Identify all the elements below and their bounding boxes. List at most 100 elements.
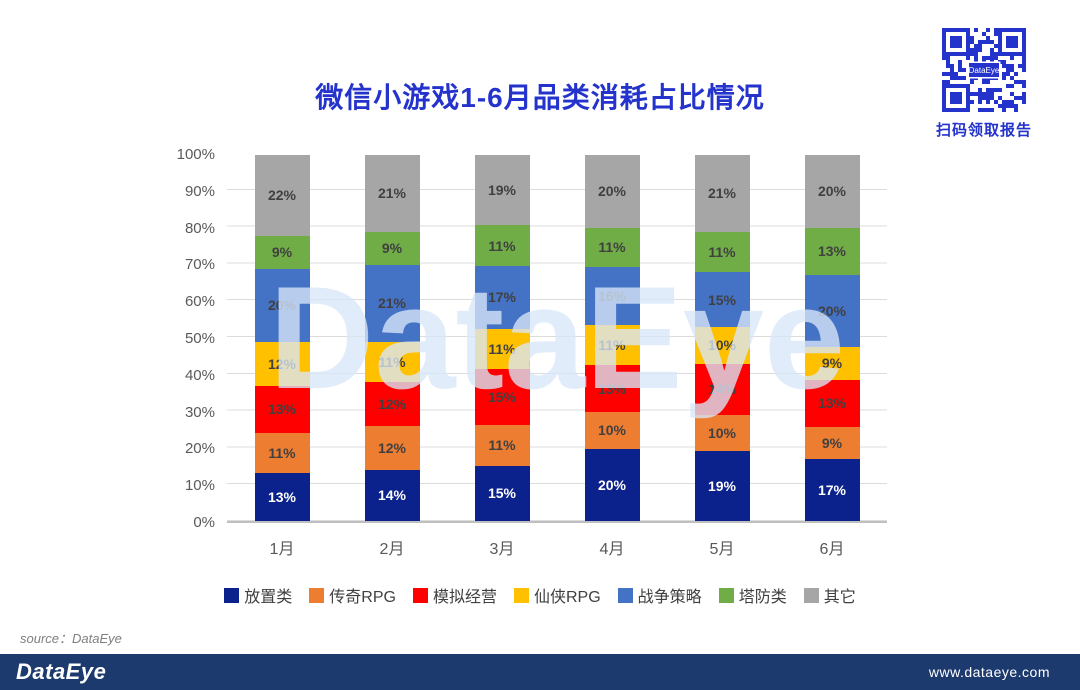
bar-segment: 16% [584, 267, 640, 326]
bar-segment: 13% [804, 379, 860, 427]
bar-segment-label: 20% [597, 476, 627, 493]
bar-segment-label: 20% [597, 183, 627, 200]
bar-segment-label: 17% [817, 482, 847, 499]
bar-segment-label: 16% [597, 288, 627, 305]
bar-segment-label: 15% [487, 485, 517, 502]
bar-segment-label: 12% [267, 355, 297, 372]
stacked-bar: 20% 10% 13% 11% 16% 11% 20% [584, 155, 640, 521]
bar-segment-label: 10% [707, 337, 737, 354]
bar-segment-label: 9% [271, 244, 293, 261]
bar-segment-label: 10% [707, 425, 737, 442]
x-axis-label: 6月 [819, 541, 845, 558]
legend-label: 传奇RPG [329, 589, 396, 606]
y-tick-label: 0% [193, 514, 215, 531]
bar-segment: 11% [474, 424, 530, 466]
page-title: 微信小游戏1-6月品类消耗占比情况 [315, 82, 765, 113]
bar-segment-label: 15% [707, 291, 737, 308]
bar-segment-label: 22% [267, 187, 297, 204]
legend-item: 其它 [803, 583, 856, 607]
bar-segment: 21% [364, 264, 420, 342]
bar-segment-label: 12% [377, 395, 407, 412]
bar-segment-label: 15% [487, 389, 517, 406]
qr-code-icon: DataEye [942, 28, 1026, 112]
footer-bar: DataEye www.dataeye.com [0, 654, 1080, 690]
y-tick-label: 100% [176, 146, 215, 163]
bar-column: 17% 9% 13% 9% 20% 13% 20% [777, 155, 887, 521]
stacked-bar: 15% 11% 15% 11% 17% 11% 19% [474, 155, 530, 521]
bar-segment-label: 21% [707, 185, 737, 202]
bar-column: 20% 10% 13% 11% 16% 11% 20% [557, 155, 667, 521]
bar-segment: 17% [804, 459, 860, 521]
bar-segment: 19% [694, 451, 750, 521]
footer-logo: DataEye [16, 659, 107, 684]
bar-segment: 21% [694, 155, 750, 232]
legend-item: 仙侠RPG [513, 583, 601, 607]
bar-column: 15% 11% 15% 11% 17% 11% 19% [447, 155, 557, 521]
bar-segment-label: 14% [707, 381, 737, 398]
bar-segment-label: 11% [488, 341, 516, 358]
bar-segment-label: 11% [378, 353, 406, 370]
legend-item: 放置类 [224, 583, 292, 607]
x-axis: 1月 2月 3月 4月 5月 6月 [227, 535, 887, 559]
bar-segment: 12% [254, 341, 310, 386]
legend-label: 塔防类 [738, 589, 787, 606]
stacked-bar: 14% 12% 12% 11% 21% 9% 21% [364, 155, 420, 521]
legend-swatch [617, 587, 633, 603]
bar-segment: 14% [364, 469, 420, 521]
legend-swatch [309, 587, 325, 603]
bar-segment-label: 21% [377, 295, 407, 312]
bar-segment-label: 20% [267, 297, 297, 314]
bar-segment-label: 12% [377, 439, 407, 456]
bar-segment: 13% [584, 365, 640, 413]
x-axis-label: 3月 [489, 541, 515, 558]
bar-segment: 22% [254, 155, 310, 236]
legend-swatch [513, 587, 529, 603]
qr-block: DataEye 扫码领取报告 [934, 28, 1034, 140]
y-tick-label: 90% [184, 182, 215, 200]
legend-label: 放置类 [244, 589, 293, 606]
x-axis-label: 2月 [379, 541, 405, 558]
y-tick-label: 30% [184, 403, 215, 421]
bar-segment-label: 11% [268, 445, 296, 462]
legend-item: 传奇RPG [309, 583, 396, 607]
bar-segment: 17% [474, 265, 530, 329]
bar-segment-label: 11% [488, 437, 516, 454]
legend-label: 模拟经营 [432, 589, 497, 606]
bar-segment: 12% [364, 425, 420, 470]
bar-segment-label: 17% [487, 289, 517, 306]
bar-segment: 11% [474, 328, 530, 370]
bar-column: 19% 10% 14% 10% 15% 11% 21% [667, 155, 777, 521]
bar-segment: 15% [474, 369, 530, 425]
bar-segment: 20% [804, 274, 860, 348]
footer-url-link[interactable]: www.dataeye.com [928, 664, 1050, 680]
bar-segment-label: 19% [707, 478, 737, 495]
bar-segment: 19% [474, 155, 530, 226]
legend-label: 其它 [823, 589, 856, 606]
legend-label: 仙侠RPG [533, 589, 601, 606]
bar-segment-label: 11% [488, 237, 516, 254]
y-tick-label: 40% [184, 366, 215, 384]
stacked-bar: 19% 10% 14% 10% 15% 11% 21% [694, 155, 750, 521]
svg-text:DataEye: DataEye [969, 66, 1000, 75]
bar-segment: 9% [804, 347, 860, 380]
bar-segment: 13% [254, 385, 310, 434]
bar-segment: 14% [694, 363, 750, 415]
bar-segment: 12% [364, 381, 420, 426]
bar-segment: 9% [364, 231, 420, 265]
stacked-bar: 17% 9% 13% 9% 20% 13% 20% [804, 155, 860, 521]
legend-item: 模拟经营 [412, 583, 497, 607]
bar-segment: 13% [804, 227, 860, 275]
bar-segment-label: 20% [817, 302, 847, 319]
bar-segment: 11% [474, 225, 530, 266]
y-axis: 0% 10% 20% 30% 40% 50% 60% 70% 80% 90% 100% [163, 146, 215, 531]
bar-segment: 11% [364, 341, 420, 382]
bar-segment-label: 11% [598, 239, 626, 256]
legend-swatch [718, 587, 734, 603]
bar-segment: 10% [584, 412, 640, 449]
bar-segment-label: 21% [377, 185, 407, 202]
source-note: source：DataEye [20, 631, 122, 646]
x-axis-label: 5月 [709, 541, 735, 558]
bar-segment-label: 9% [381, 240, 403, 257]
y-tick-label: 20% [184, 440, 215, 458]
bar-segment: 20% [254, 268, 310, 342]
